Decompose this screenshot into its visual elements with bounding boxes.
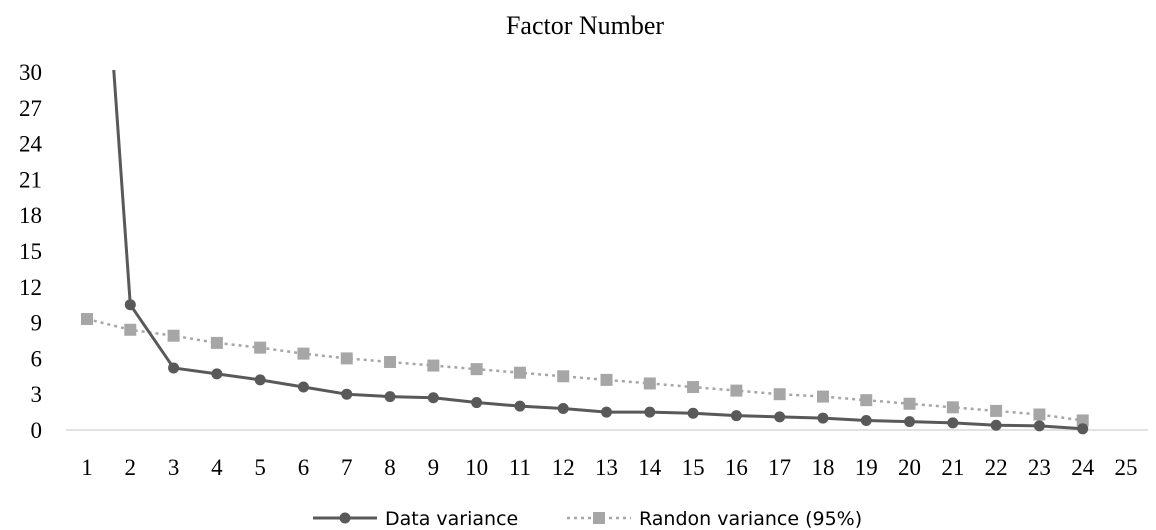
x-tick-label: 20 [898, 455, 921, 480]
data-point [427, 359, 440, 372]
data-point [644, 406, 656, 418]
data-point [211, 368, 223, 380]
x-tick-label: 10 [465, 455, 488, 480]
x-tick-label: 25 [1115, 455, 1138, 480]
series-0 [112, 70, 1089, 435]
y-tick-label: 0 [31, 418, 43, 443]
x-tick-label: 17 [768, 455, 791, 480]
x-tick-label: 13 [595, 455, 618, 480]
x-tick-label: 9 [428, 455, 440, 480]
x-tick-label: 7 [341, 455, 353, 480]
data-point [774, 411, 786, 423]
data-point [471, 397, 483, 409]
y-tick-label: 12 [19, 275, 42, 300]
x-tick-label: 11 [509, 455, 531, 480]
data-point [557, 403, 569, 415]
data-point [297, 347, 310, 360]
x-tick-label: 6 [298, 455, 310, 480]
data-point [470, 363, 483, 376]
series-layer [81, 70, 1089, 435]
x-tick-label: 1 [81, 455, 93, 480]
data-point [81, 313, 93, 326]
x-tick-label: 12 [552, 455, 575, 480]
y-tick-label: 15 [19, 239, 42, 264]
data-point [687, 381, 700, 394]
data-point [730, 410, 742, 422]
x-tick-label: 23 [1028, 455, 1051, 480]
data-point [860, 414, 872, 426]
data-point [384, 355, 397, 368]
data-point [904, 416, 916, 428]
data-point [860, 394, 873, 407]
data-point [947, 417, 959, 429]
legend: Data variance Randon variance (95%) [313, 508, 862, 530]
data-point [1077, 423, 1089, 435]
data-point [427, 392, 439, 404]
x-tick-label: 15 [682, 455, 705, 480]
data-point [643, 377, 656, 390]
x-tick-label: 24 [1071, 455, 1095, 480]
data-point [124, 323, 137, 336]
data-point [167, 329, 180, 342]
data-point [816, 390, 829, 403]
x-tick-label: 14 [638, 455, 662, 480]
y-tick-label: 9 [31, 311, 43, 336]
series-line [112, 70, 1083, 431]
x-tick-label: 18 [811, 455, 834, 480]
data-point [946, 401, 959, 414]
x-tick-label: 4 [211, 455, 223, 480]
y-tick-label: 18 [19, 203, 42, 228]
data-point [513, 366, 526, 379]
legend-item: Randon variance (95%) [567, 508, 862, 530]
data-point [817, 412, 829, 424]
data-point [514, 400, 526, 412]
y-tick-label: 3 [31, 382, 43, 407]
chart-title: Factor Number [506, 11, 664, 40]
y-tick-label: 6 [31, 346, 43, 371]
x-tick-label: 21 [941, 455, 964, 480]
data-point [687, 407, 699, 419]
data-point [600, 373, 613, 386]
y-tick-label: 24 [19, 132, 43, 157]
x-tick-label: 16 [725, 455, 748, 480]
data-point [990, 419, 1002, 431]
data-point [254, 341, 267, 354]
y-tick-label: 30 [19, 60, 42, 85]
legend-marker [593, 512, 605, 524]
legend-marker [339, 512, 351, 524]
data-point [384, 391, 396, 403]
y-tick-label: 21 [19, 167, 42, 192]
data-point [730, 384, 743, 397]
data-point [557, 370, 570, 383]
y-tick-label: 27 [19, 96, 42, 121]
legend-label: Randon variance (95%) [639, 508, 862, 530]
data-point [990, 404, 1003, 417]
series-1 [81, 313, 1089, 427]
data-point [1033, 420, 1045, 432]
y-axis: 0 3 6 9 12 15 18 21 24 27 30 [19, 60, 43, 443]
data-point [1033, 408, 1046, 421]
x-axis: 1 2 3 4 5 6 7 8 9 10 11 12 13 14 15 16 17 18 19 20 21 22 23 24 2… [81, 455, 1137, 480]
x-tick-label: 22 [985, 455, 1008, 480]
legend-item: Data variance [313, 508, 518, 530]
x-tick-label: 3 [168, 455, 180, 480]
data-point [124, 299, 136, 311]
data-point [903, 397, 916, 410]
data-point [210, 336, 223, 349]
legend-label: Data variance [385, 508, 518, 530]
x-tick-label: 2 [125, 455, 137, 480]
data-point [773, 388, 786, 401]
x-tick-label: 5 [254, 455, 266, 480]
data-point [297, 381, 309, 393]
x-tick-label: 19 [855, 455, 878, 480]
data-point [601, 406, 612, 418]
series-line [86, 317, 1083, 422]
data-point [254, 374, 266, 386]
data-point [341, 388, 353, 400]
data-point [168, 362, 180, 374]
data-point [340, 352, 353, 365]
x-tick-label: 8 [384, 455, 396, 480]
data-point [1076, 414, 1089, 427]
